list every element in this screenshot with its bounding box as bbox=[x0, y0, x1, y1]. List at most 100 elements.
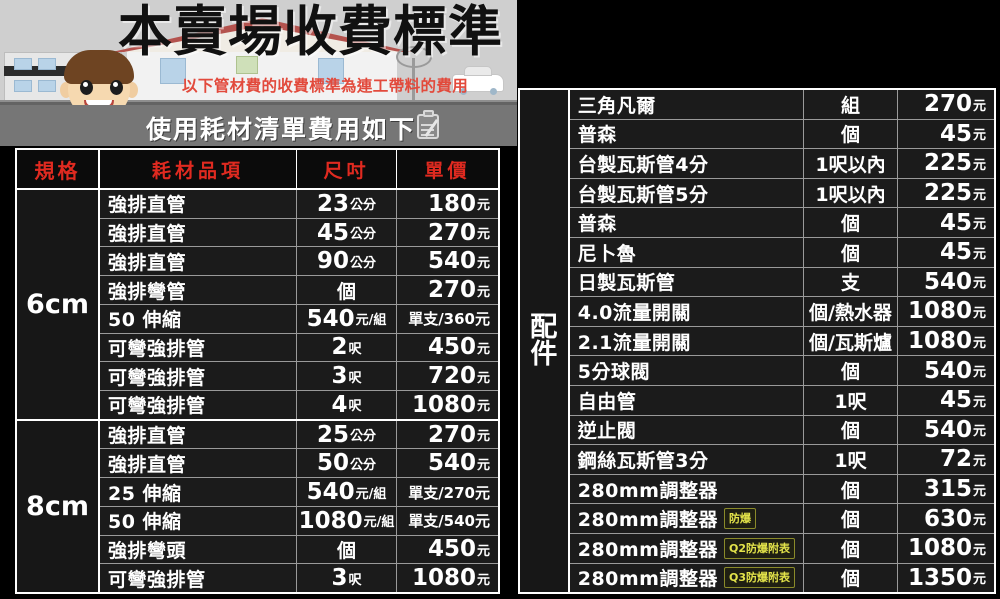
price-cell: 1080 元 bbox=[396, 391, 498, 419]
size-cell: 個/瓦斯爐 bbox=[803, 326, 897, 356]
price-currency: 元 bbox=[972, 453, 986, 469]
item-cell: 日製瓦斯管 bbox=[570, 268, 803, 297]
item-badge: Q2防爆附表 bbox=[723, 537, 795, 559]
price-value: 540 bbox=[923, 416, 972, 443]
price-currency: 元 bbox=[972, 276, 986, 292]
price-currency: 元 bbox=[972, 246, 986, 262]
item-label: 逆止閥 bbox=[577, 420, 637, 443]
size-cell: 個 bbox=[803, 474, 897, 504]
item-cell: 4.0流量開關 bbox=[570, 297, 803, 326]
size-value: 個 bbox=[840, 124, 860, 147]
table-row: 50 伸縮 540 元/組 單支/360元 bbox=[100, 304, 498, 334]
left-table-body: 強排直管 23 公分 180 元強排直管 45 公分 270 元強排直管 90 公分 540 元強排彎管… bbox=[100, 190, 498, 593]
price-currency: 元 bbox=[476, 227, 490, 243]
size-unit: 元/組 bbox=[363, 515, 395, 531]
item-cell: 強排直管 bbox=[100, 247, 296, 275]
price-currency: 元 bbox=[972, 542, 986, 558]
size-value: 540 bbox=[306, 305, 355, 332]
size-value: 個 bbox=[840, 420, 860, 443]
price-cell: 450 元 bbox=[396, 535, 498, 564]
size-unit: 公分 bbox=[350, 429, 377, 445]
page-title: 本賣場收費標準 bbox=[118, 0, 503, 63]
building-window bbox=[14, 80, 32, 92]
table-row: 2.1流量開關 個/瓦斯爐 1080 元 bbox=[569, 326, 994, 357]
building-window bbox=[38, 58, 56, 70]
item-label: 普森 bbox=[577, 124, 617, 147]
size-cell: 個 bbox=[803, 237, 897, 267]
price-currency: 元 bbox=[476, 341, 490, 357]
item-label: 自由管 bbox=[577, 390, 637, 413]
item-label: 2.1流量開關 bbox=[577, 331, 691, 354]
item-badge: 防爆 bbox=[723, 508, 756, 530]
table-row: 280mm調整器 個 315 元 bbox=[569, 474, 994, 505]
table-row: 鋼絲瓦斯管3分 1呎 72 元 bbox=[569, 445, 994, 475]
price-cell: 270 元 bbox=[396, 218, 498, 247]
item-label: 日製瓦斯管 bbox=[577, 272, 676, 295]
size-unit: 公分 bbox=[350, 198, 377, 214]
price-currency: 元 bbox=[476, 399, 490, 415]
car-roof bbox=[464, 66, 492, 76]
ground-line bbox=[0, 100, 517, 102]
size-value: 組 bbox=[840, 94, 860, 117]
price-currency: 元 bbox=[476, 370, 490, 386]
item-label: 強排直管 bbox=[108, 425, 187, 448]
table-row: 台製瓦斯管4分 1呎以內 225 元 bbox=[569, 149, 994, 179]
table-row: 強排直管 90 公分 540 元 bbox=[100, 247, 498, 277]
size-cell: 50 公分 bbox=[296, 449, 396, 478]
price-cell: 270 元 bbox=[396, 420, 498, 449]
item-label: 280mm調整器 bbox=[577, 479, 718, 502]
size-cell: 個 bbox=[803, 563, 897, 593]
size-value: 1呎以內 bbox=[815, 153, 886, 176]
item-cell: 5分球閥 bbox=[570, 356, 803, 385]
size-value: 個/瓦斯爐 bbox=[809, 331, 892, 354]
item-label: 280mm調整器 bbox=[577, 538, 718, 561]
table-row: 逆止閥 個 540 元 bbox=[569, 415, 994, 446]
tree-crown bbox=[396, 46, 432, 68]
size-value: 個/熱水器 bbox=[809, 301, 892, 324]
size-value: 45 bbox=[316, 219, 349, 246]
item-label: 強排彎管 bbox=[108, 280, 187, 303]
car-wheel bbox=[460, 88, 467, 95]
price-currency: 元 bbox=[972, 217, 986, 233]
item-cell: 強排直管 bbox=[100, 449, 296, 477]
size-unit: 呎 bbox=[348, 370, 362, 386]
size-unit: 呎 bbox=[348, 341, 362, 357]
size-cell: 1呎 bbox=[803, 445, 897, 474]
size-value: 個 bbox=[336, 539, 356, 562]
table-row: 普森 個 45 元 bbox=[569, 208, 994, 238]
item-cell: 280mm調整器 Q2防爆附表 bbox=[570, 534, 803, 563]
size-cell: 1呎以內 bbox=[803, 149, 897, 178]
table-row: 5分球閥 個 540 元 bbox=[569, 356, 994, 386]
price-cell: 45 元 bbox=[897, 385, 994, 415]
item-label: 強排彎頭 bbox=[108, 539, 187, 562]
size-cell: 23 公分 bbox=[296, 190, 396, 218]
size-cell: 個 bbox=[803, 504, 897, 533]
table-row: 三角凡爾 組 270 元 bbox=[569, 90, 994, 120]
building-window bbox=[38, 80, 56, 92]
table-row: 強排彎管 個 270 元 bbox=[100, 276, 498, 305]
left-rows-column: 耗材品項 尺吋 單價 強排直管 23 公分 180 元強排直管 45 公分 270 元強排直管 9… bbox=[100, 150, 498, 593]
spec-column: 規格 6cm 8cm bbox=[17, 150, 100, 592]
price-cell: 45 元 bbox=[897, 237, 994, 267]
size-unit: 元/組 bbox=[355, 313, 387, 329]
price-cell: 720 元 bbox=[396, 362, 498, 391]
item-label: 台製瓦斯管4分 bbox=[577, 153, 709, 176]
item-cell: 280mm調整器 防爆 bbox=[570, 504, 803, 533]
table-row: 可彎強排管 3 呎 720 元 bbox=[100, 362, 498, 392]
price-currency: 元 bbox=[972, 157, 986, 173]
price-cell: 單支/360元 bbox=[396, 304, 498, 333]
price-cell: 270 元 bbox=[396, 276, 498, 304]
item-cell: 可彎強排管 bbox=[100, 334, 296, 362]
size-value: 1080 bbox=[298, 507, 363, 534]
price-note: 單支/360元 bbox=[408, 310, 490, 329]
item-label: 50 伸縮 bbox=[108, 511, 182, 534]
item-cell: 尼卜魯 bbox=[570, 238, 803, 267]
right-table-body: 三角凡爾組 270 元普森個 45 元台製瓦斯管4分 1呎以內 225 元台製瓦斯管5分 1呎以… bbox=[569, 90, 994, 593]
price-value: 1080 bbox=[411, 391, 476, 418]
price-value: 270 bbox=[427, 219, 476, 246]
price-cell: 540 元 bbox=[396, 247, 498, 276]
